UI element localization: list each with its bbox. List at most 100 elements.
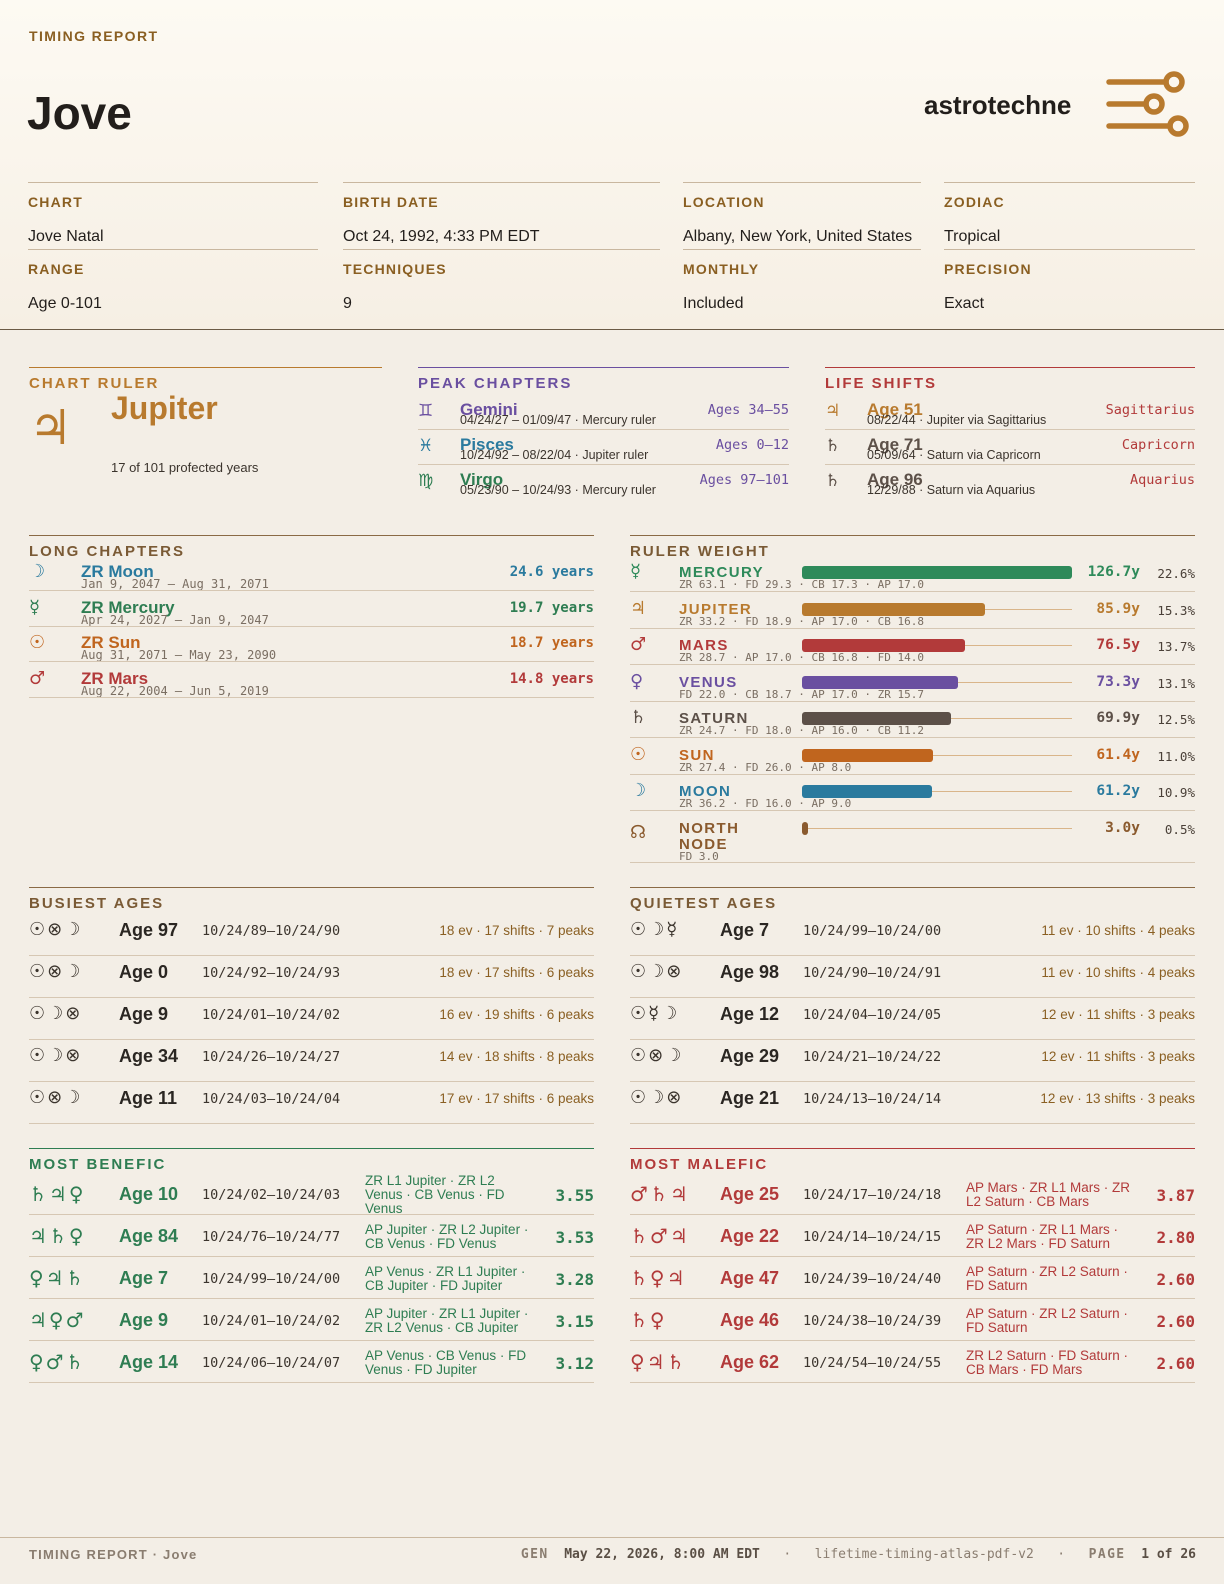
chapter-dates: Jan 9, 2047 – Aug 31, 2071 [81,577,269,591]
score-detail: ZR L2 Saturn · FD Saturn · CB Mars · FD … [966,1348,1129,1377]
row-divider [825,464,1195,465]
item-name: Virgo [460,470,504,489]
weight-percent: 10.9% [1157,785,1195,800]
planet-glyphs-icon: ☉☽⊗ [630,961,684,982]
chapter-duration: 18.7 years [509,635,594,651]
score-row: ♄♃♀ Age 10 10/24/02–10/24/03 ZR L1 Jupiter … [29,1174,594,1216]
footer-template: lifetime-timing-atlas-pdf-v2 [814,1547,1034,1562]
row-divider [29,1298,594,1299]
score-row: ♀♃♄ Age 62 10/24/54–10/24/55 ZR L2 Saturn ·… [630,1342,1195,1384]
row-divider [29,1214,594,1215]
age-dates: 10/24/76–10/24/77 [202,1229,341,1245]
weight-years: 61.4y [1096,746,1140,763]
age-row: ☉☽☿ Age 7 10/24/99–10/24/00 11 ev · 10 shif… [630,916,1195,958]
row-divider [29,625,594,627]
section-title: LONG CHAPTERS [29,543,186,560]
section-title: CHART RULER [29,375,160,392]
weight-percent: 15.3% [1157,602,1195,618]
score-value: 3.53 [555,1228,594,1247]
long-chapter-row: ♂ ZR Mars Aug 22, 2004 – Jun 5, 2019 14.8 y… [29,668,594,704]
row-divider [29,1382,594,1383]
sun-icon: ☉ [29,632,46,653]
age-label: Age 7 [119,1268,169,1288]
ruler-name: JUPITER [679,600,753,618]
age-stats: 17 ev · 17 shifts · 6 peaks [439,1091,594,1106]
person-name: Jove [27,87,132,139]
score-detail: AP Saturn · ZR L2 Saturn · FD Saturn [966,1306,1128,1335]
planet-glyphs-icon: ☉⊗☽ [630,1045,684,1066]
life-shift-row: ♃ Age 51 08/22/44 · Jupiter via Sagittariu… [825,400,1195,435]
ruler-breakdown: ZR 27.4 · FD 26.0 · AP 8.0 [679,760,852,774]
weight-years: 126.7y [1087,564,1140,580]
ruler-name: NORTH NODE [679,819,740,853]
age-dates: 10/24/17–10/24/18 [803,1187,942,1203]
ruler-name: MOON [679,783,732,800]
row-divider [418,429,789,430]
planet-glyphs-icon: ☉⊗☽ [29,1087,83,1108]
row-divider [29,1081,594,1082]
footer-page-value: 1 of 26 [1141,1547,1196,1562]
age-row: ☉☽⊗ Age 21 10/24/13–10/24/14 12 ev · 13 shi… [630,1084,1195,1126]
item-detail: 05/23/90 – 10/24/93 · Mercury ruler [460,483,656,497]
bar-track [802,827,1072,829]
age-label: Age 7 [720,920,770,940]
ruler-weight-row: ♂ MARS ZR 28.7 · AP 17.0 · CB 16.8 · FD 14… [630,634,1195,671]
meta-monthly: MONTHLY Included [683,249,921,317]
jupiter-icon: ♃ [29,400,73,456]
item-right-label: Capricorn [1121,437,1195,453]
planet-glyphs-icon: ☉☽☿ [630,919,680,940]
planet-glyphs-icon: ☉☽⊗ [630,1087,684,1108]
age-dates: 10/24/38–10/24/39 [803,1313,942,1329]
score-value: 3.12 [555,1354,594,1373]
section-title: LIFE SHIFTS [825,375,937,392]
weight-bar [802,821,808,835]
item-detail: 05/09/64 · Saturn via Capricorn [867,448,1041,462]
age-dates: 10/24/06–10/24/07 [202,1355,341,1371]
section-title: QUIETEST AGES [630,895,778,912]
age-dates: 10/24/13–10/24/14 [803,1091,942,1107]
report-header: TIMING REPORT Jove astrotechne CHART Jov… [0,0,1224,330]
weight-years: 76.5y [1096,637,1140,653]
chapter-duration: 24.6 years [509,564,594,580]
bar-track [802,791,1072,792]
age-dates: 10/24/01–10/24/02 [202,1313,341,1329]
section-title: BUSIEST AGES [29,895,165,912]
score-detail: AP Venus · CB Venus · FD Venus · FD Jupi… [365,1348,527,1377]
meta-zodiac: ZODIAC Tropical [944,182,1195,250]
meta-birth-date: BIRTH DATE Oct 24, 1992, 4:33 PM EDT [343,182,660,250]
age-row: ☉☽⊗ Age 98 10/24/90–10/24/91 11 ev · 10 shi… [630,958,1195,1000]
ruler-breakdown: ZR 33.2 · FD 18.9 · AP 17.0 · CB 16.8 [679,614,925,628]
row-divider [630,773,1195,775]
score-row: ♂♄♃ Age 25 10/24/17–10/24/18 AP Mars · ZR L… [630,1174,1195,1216]
age-label: Age 0 [119,962,169,982]
score-detail: AP Jupiter · ZR L1 Jupiter · ZR L2 Venus… [365,1306,529,1335]
weight-bar [802,675,958,689]
age-label: Age 22 [720,1226,780,1246]
row-divider [630,1039,1195,1040]
ruler-name: MARS [679,637,729,654]
item-name: Pisces [460,435,514,454]
weight-years: 69.9y [1096,710,1140,726]
row-divider [29,1340,594,1341]
planet-glyphs-icon: ♀♂♄ [29,1350,86,1374]
age-stats: 18 ev · 17 shifts · 7 peaks [439,923,594,938]
row-divider [630,627,1195,629]
planet-glyphs-icon: ♂♄♃ [630,1182,690,1206]
age-label: Age 10 [119,1184,179,1204]
ruler-name: SATURN [679,710,749,727]
bar-track [802,754,1072,756]
age-stats: 11 ev · 10 shifts · 4 peaks [1041,923,1195,938]
age-row: ☉⊗☽ Age 97 10/24/89–10/24/90 18 ev · 17 shi… [29,916,594,958]
weight-bar [802,566,1072,579]
ruler-breakdown: ZR 28.7 · AP 17.0 · CB 16.8 · FD 14.0 [679,651,925,664]
age-row: ☉⊗☽ Age 11 10/24/03–10/24/04 17 ev · 17 shi… [29,1084,594,1126]
row-divider [630,1214,1195,1215]
section-title: MOST BENEFIC [29,1156,167,1173]
brand-name: astrotechne [924,90,1072,120]
score-value: 2.60 [1156,1270,1195,1289]
chapter-duration: 14.8 years [509,670,594,687]
section-title: PEAK CHAPTERS [418,375,573,392]
age-label: Age 25 [720,1184,780,1204]
footer-report-label: TIMING REPORT · Jove [29,1547,198,1562]
life-shifts-section: LIFE SHIFTS ♃ Age 51 08/22/44 · Jupiter vi… [825,367,1195,507]
